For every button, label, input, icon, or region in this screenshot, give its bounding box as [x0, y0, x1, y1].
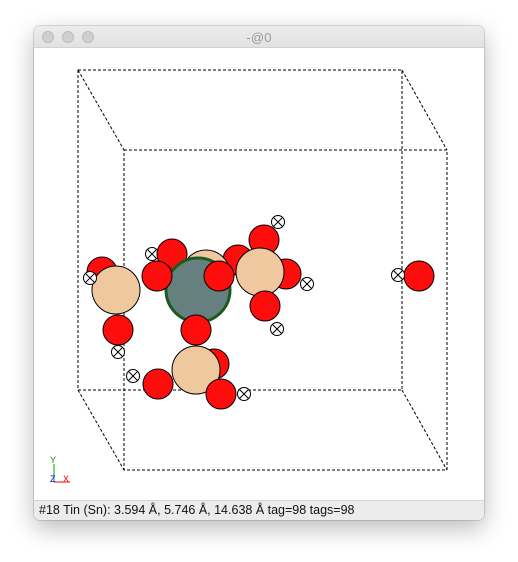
- ase-gui-window: -@0: [34, 26, 484, 520]
- ghost-atom[interactable]: [271, 215, 285, 229]
- minimize-window-button[interactable]: [62, 31, 74, 43]
- sodium-atom[interactable]: [235, 247, 285, 297]
- axis-x-label: X: [63, 474, 69, 484]
- oxygen-atom[interactable]: [180, 314, 212, 346]
- sodium-atom[interactable]: [91, 265, 141, 315]
- axis-indicator: X Y Z: [50, 455, 70, 484]
- unit-cell-box: [77, 69, 448, 471]
- sodium-atom[interactable]: [171, 345, 221, 395]
- oxygen-atom[interactable]: [141, 260, 173, 292]
- oxygen-atom[interactable]: [403, 260, 435, 292]
- ghost-atom[interactable]: [300, 277, 314, 291]
- structure-viewport[interactable]: X Y Z: [34, 48, 484, 500]
- ghost-atom[interactable]: [270, 322, 284, 336]
- status-text: #18 Tin (Sn): 3.594 Å, 5.746 Å, 14.638 Å…: [39, 503, 355, 517]
- atoms-layer: [83, 215, 435, 410]
- axis-z-label: Z: [50, 474, 56, 484]
- oxygen-atom[interactable]: [249, 290, 281, 322]
- ghost-atom[interactable]: [391, 268, 405, 282]
- oxygen-atom[interactable]: [142, 368, 174, 400]
- ghost-atom[interactable]: [126, 369, 140, 383]
- axis-y-label: Y: [50, 455, 56, 465]
- close-window-button[interactable]: [42, 31, 54, 43]
- oxygen-atom[interactable]: [205, 378, 237, 410]
- zoom-window-button[interactable]: [82, 31, 94, 43]
- ghost-atom[interactable]: [111, 345, 125, 359]
- title-bar[interactable]: -@0: [34, 26, 484, 48]
- ghost-atom[interactable]: [83, 271, 97, 285]
- window-title: -@0: [246, 30, 272, 45]
- oxygen-atom[interactable]: [102, 314, 134, 346]
- ghost-atom[interactable]: [237, 387, 251, 401]
- oxygen-atom[interactable]: [203, 260, 235, 292]
- status-bar: #18 Tin (Sn): 3.594 Å, 5.746 Å, 14.638 Å…: [34, 500, 484, 520]
